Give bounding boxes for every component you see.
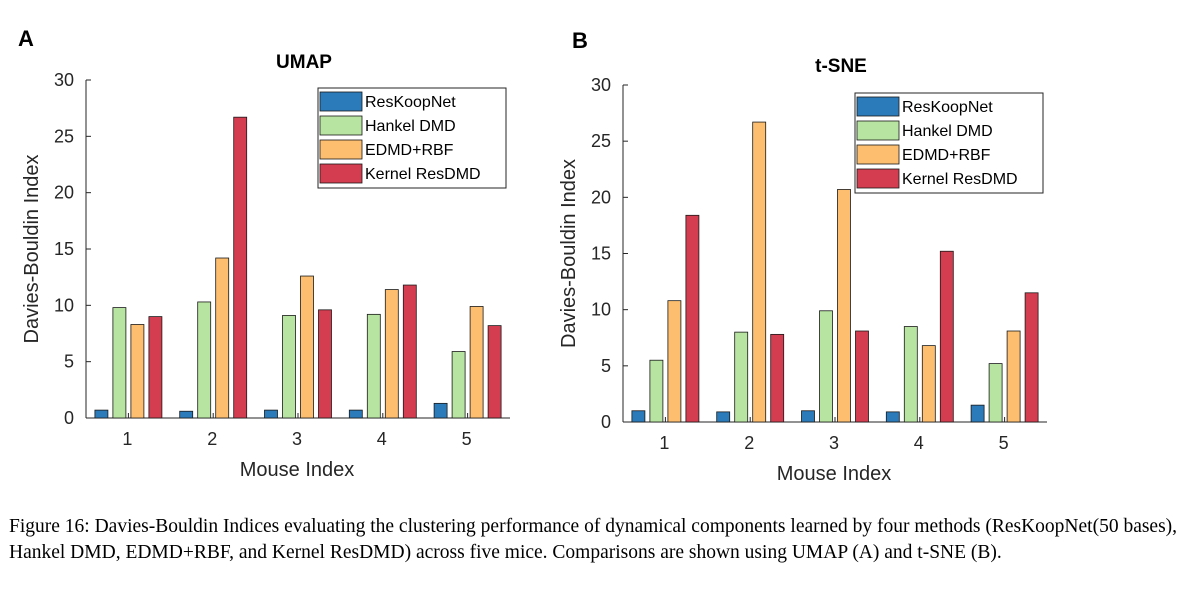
panel-a-y-tick-label: 10: [54, 295, 74, 315]
panel-b-bar-hankel-dmd-5: [988, 363, 1003, 423]
panel-b-x-tick-label: 5: [999, 433, 1009, 453]
panel-b-x-tick-label: 4: [914, 433, 924, 453]
panel-b-bar-kernel-resdmd-5: [1024, 292, 1039, 423]
panel-b-legend-label: Hankel DMD: [902, 123, 993, 140]
panel-b-bar-edmd-rbf-2: [752, 121, 767, 423]
panel-b-x-tick-label: 3: [829, 433, 839, 453]
panel-b-bar-reskoopnet-2: [716, 411, 731, 423]
panel-a-x-axis-label: Mouse Index: [240, 459, 355, 481]
panel-b-x-axis-label: Mouse Index: [777, 463, 892, 485]
panel-b-y-tick-label: 10: [591, 300, 611, 320]
panel-a-legend-swatch: [319, 139, 363, 160]
panel-a-bar-edmd-rbf-2: [215, 257, 230, 419]
panel-a-bar-hankel-dmd-1: [112, 307, 127, 419]
panel-a-legend-label: EDMD+RBF: [365, 142, 454, 159]
panel-b-legend-swatch: [856, 168, 900, 189]
panel-a-y-tick-label: 25: [54, 126, 74, 146]
panel-b-y-tick-label: 15: [591, 244, 611, 264]
panel-b-bar-edmd-rbf-1: [667, 300, 682, 423]
panel-a-y-tick-label: 5: [64, 352, 74, 372]
panel-b-legend-label: EDMD+RBF: [902, 147, 991, 164]
panel-b-y-tick-label: 20: [591, 187, 611, 207]
panel-b-legend-swatch: [856, 144, 900, 165]
panel-a-y-tick-label: 20: [54, 183, 74, 203]
panel-a-bar-edmd-rbf-1: [130, 324, 145, 419]
panel-b-x-tick-label: 1: [659, 433, 669, 453]
panel-a-bar-edmd-rbf-4: [384, 289, 399, 419]
panel-a-bar-hankel-dmd-4: [366, 313, 381, 419]
panel-a-x-tick-label: 3: [292, 429, 302, 449]
panel-b-y-tick-label: 5: [601, 356, 611, 376]
panel-a-legend-label: ResKoopNet: [365, 94, 456, 111]
panel-b-bar-hankel-dmd-2: [734, 331, 749, 423]
panel-a-title: UMAP: [276, 52, 332, 73]
panel-a-legend-label: Hankel DMD: [365, 118, 456, 135]
panel-b-bar-edmd-rbf-4: [921, 345, 936, 423]
panel-b-x-tick-label: 2: [744, 433, 754, 453]
panel-b-letter: B: [572, 28, 588, 53]
panel-b-title: t-SNE: [815, 56, 867, 77]
panel-b-bar-edmd-rbf-3: [837, 189, 851, 423]
panel-a-bar-reskoopnet-1: [94, 409, 109, 419]
panel-b-bar-kernel-resdmd-3: [855, 330, 869, 423]
panel-a-bar-hankel-dmd-2: [197, 301, 212, 419]
panel-a-x-tick-label: 5: [462, 429, 472, 449]
panel-a-x-tick-label: 2: [207, 429, 217, 449]
panel-b-bar-kernel-resdmd-2: [770, 333, 785, 423]
panel-a-bar-kernel-resdmd-2: [233, 116, 248, 419]
panel-a-legend-label: Kernel ResDMD: [365, 166, 481, 183]
panel-a-x-tick-label: 1: [122, 429, 132, 449]
panel-b-bar-hankel-dmd-3: [819, 310, 833, 423]
panel-b: Bt-SNE 0 5 10 15 20 25 30 1 2 3 4 5 Mouse Index Davies…: [558, 28, 1047, 485]
panel-a-legend-swatch: [319, 91, 363, 112]
panel-b-bar-reskoopnet-1: [631, 410, 646, 423]
panel-b-bar-reskoopnet-5: [970, 404, 985, 423]
panel-a-bar-edmd-rbf-3: [300, 275, 314, 419]
panel-a-legend: ResKoopNet Hankel DMD EDMD+RBF Kernel ResDM…: [317, 87, 507, 189]
panel-b-legend-swatch: [856, 120, 900, 141]
panel-b-bar-kernel-resdmd-4: [939, 250, 954, 423]
panel-a-bar-reskoopnet-3: [264, 409, 278, 419]
panel-a: A UMAP 0 5 10 15 20 25 30 1 2 3 4 5 Mouse Index Davies-…: [18, 26, 510, 481]
panel-a-y-tick-label: 0: [64, 408, 74, 428]
panel-b-y-tick-label: 30: [591, 75, 611, 95]
panel-b-bar-edmd-rbf-5: [1006, 330, 1021, 423]
panel-a-bar-reskoopnet-4: [348, 409, 363, 419]
panel-b-legend-label: ResKoopNet: [902, 99, 993, 116]
panel-b-bar-hankel-dmd-4: [903, 326, 918, 423]
panel-a-bar-kernel-resdmd-5: [487, 325, 502, 419]
figure-caption: Figure 16: Davies-Bouldin Indices evalua…: [9, 516, 1178, 563]
panel-a-bar-edmd-rbf-5: [469, 306, 484, 419]
panel-b-y-axis-label: Davies-Bouldin Index: [558, 159, 580, 348]
panel-b-legend-label: Kernel ResDMD: [902, 171, 1018, 188]
panel-a-letter: A: [18, 26, 34, 51]
panel-b-legend: ResKoopNet Hankel DMD EDMD+RBF Kernel ResDM…: [854, 92, 1044, 194]
panel-a-bar-kernel-resdmd-4: [402, 284, 417, 419]
panel-a-y-axis-label: Davies-Bouldin Index: [21, 155, 43, 344]
panel-a-bar-reskoopnet-2: [179, 410, 194, 419]
panel-b-y-tick-label: 25: [591, 131, 611, 151]
panel-b-y-tick-label: 0: [601, 412, 611, 432]
panel-a-bar-hankel-dmd-5: [451, 351, 466, 419]
panel-a-legend-swatch: [319, 163, 363, 184]
panel-b-bar-hankel-dmd-1: [649, 359, 664, 423]
panel-a-bar-kernel-resdmd-3: [318, 309, 332, 419]
panel-b-bar-reskoopnet-3: [801, 410, 815, 423]
panel-a-y-tick-label: 30: [54, 70, 74, 90]
panel-b-legend-swatch: [856, 96, 900, 117]
panel-a-y-tick-label: 15: [54, 239, 74, 259]
panel-a-bar-kernel-resdmd-1: [148, 316, 163, 419]
panel-a-bar-hankel-dmd-3: [282, 315, 296, 419]
panel-a-bar-reskoopnet-5: [433, 402, 448, 419]
panel-b-bar-kernel-resdmd-1: [685, 214, 700, 423]
panel-a-legend-swatch: [319, 115, 363, 136]
panel-a-x-tick-label: 4: [377, 429, 387, 449]
panel-b-bar-reskoopnet-4: [885, 411, 900, 423]
